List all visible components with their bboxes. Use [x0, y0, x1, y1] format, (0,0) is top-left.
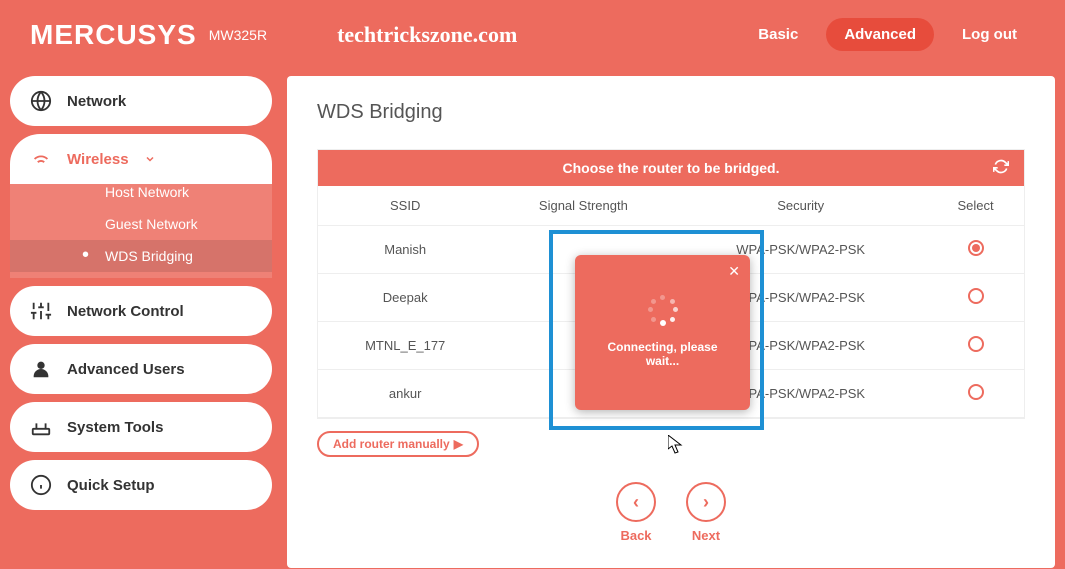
header: MERCUSYS MW325R techtrickszone.com Basic… [0, 0, 1065, 76]
header-nav: Basic Advanced Log out [740, 18, 1035, 51]
table-caption-text: Choose the router to be bridged. [562, 160, 779, 176]
sub-wds-bridging[interactable]: WDS Bridging [10, 240, 272, 272]
modal-text: Connecting, please wait... [590, 340, 735, 368]
col-ssid: SSID [318, 186, 492, 226]
col-select: Select [927, 186, 1024, 226]
select-radio[interactable] [968, 384, 984, 400]
wifi-icon [30, 148, 52, 170]
sub-guest-network[interactable]: Guest Network [10, 208, 272, 240]
spinner-icon [648, 295, 678, 325]
add-manual-label: Add router manually [333, 437, 450, 451]
close-icon[interactable]: ✕ [728, 263, 740, 280]
nav-advanced[interactable]: Advanced [826, 18, 934, 51]
router-icon [30, 416, 52, 438]
watermark: techtrickszone.com [337, 22, 517, 48]
globe-icon [30, 90, 52, 112]
table-caption: Choose the router to be bridged. [318, 150, 1024, 186]
cell-select [927, 274, 1024, 322]
sidebar-item-quick-setup[interactable]: Quick Setup [10, 460, 272, 510]
next-label: Next [686, 528, 726, 543]
model-label: MW325R [209, 27, 267, 43]
play-icon: ▶ [454, 437, 463, 451]
chevron-down-icon [144, 153, 156, 165]
connecting-modal: ✕ Connecting, please wait... [575, 255, 750, 410]
sidebar-label: Quick Setup [67, 477, 155, 494]
next-button[interactable]: › Next [686, 482, 726, 543]
sub-host-network[interactable]: Host Network [10, 176, 272, 208]
add-router-manually-button[interactable]: Add router manually ▶ [317, 431, 479, 457]
nav-logout[interactable]: Log out [944, 18, 1035, 51]
brand-logo: MERCUSYS [30, 19, 197, 51]
sidebar-label: Network [67, 93, 126, 110]
sidebar-item-system-tools[interactable]: System Tools [10, 402, 272, 452]
refresh-icon[interactable] [993, 159, 1009, 178]
cell-ssid: ankur [318, 370, 492, 418]
sliders-icon [30, 300, 52, 322]
sidebar-label: System Tools [67, 419, 163, 436]
back-label: Back [616, 528, 656, 543]
back-button[interactable]: ‹ Back [616, 482, 656, 543]
table-header-row: SSID Signal Strength Security Select [318, 186, 1024, 226]
select-radio[interactable] [968, 336, 984, 352]
cell-select [927, 226, 1024, 274]
cell-ssid: MTNL_E_177 [318, 322, 492, 370]
sidebar-item-network[interactable]: Network [10, 76, 272, 126]
user-icon [30, 358, 52, 380]
sidebar-label: Network Control [67, 303, 184, 320]
select-radio[interactable] [968, 288, 984, 304]
cell-select [927, 322, 1024, 370]
nav-buttons: ‹ Back › Next [317, 482, 1025, 543]
page-title: WDS Bridging [317, 101, 1025, 124]
sidebar-item-network-control[interactable]: Network Control [10, 286, 272, 336]
cell-ssid: Deepak [318, 274, 492, 322]
chevron-left-icon: ‹ [616, 482, 656, 522]
chevron-right-icon: › [686, 482, 726, 522]
col-security: Security [674, 186, 927, 226]
select-radio[interactable] [968, 240, 984, 256]
wireless-submenu: Host Network Guest Network WDS Bridging [10, 176, 272, 278]
cell-select [927, 370, 1024, 418]
cell-ssid: Manish [318, 226, 492, 274]
sidebar-item-advanced-users[interactable]: Advanced Users [10, 344, 272, 394]
col-signal: Signal Strength [492, 186, 674, 226]
info-icon [30, 474, 52, 496]
sidebar-label: Advanced Users [67, 361, 185, 378]
sidebar: Network Wireless Host Network Guest Netw… [10, 76, 272, 568]
nav-basic[interactable]: Basic [740, 18, 816, 51]
sidebar-label: Wireless [67, 151, 129, 168]
